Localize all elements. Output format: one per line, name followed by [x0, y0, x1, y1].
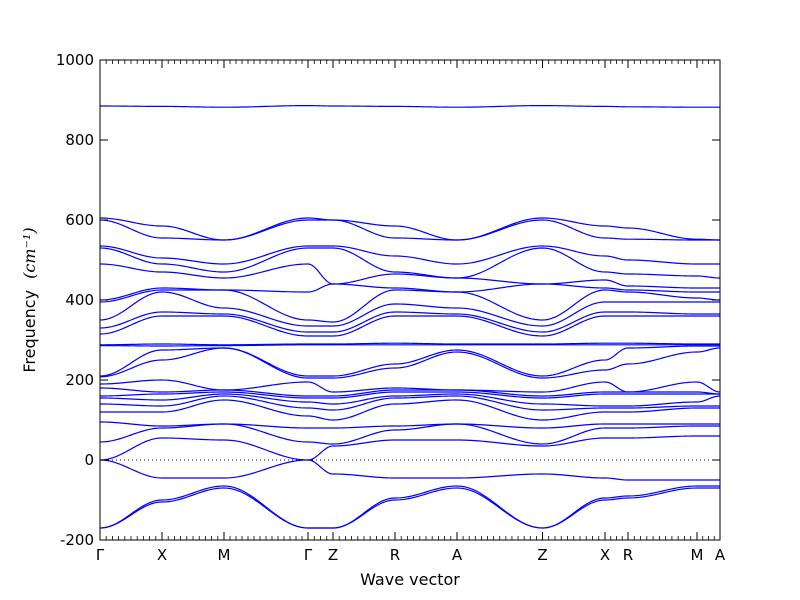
- y-axis-title-unit: (cm⁻¹): [20, 227, 39, 278]
- y-axis-title-text: Frequency: [20, 290, 39, 373]
- band-line-10: [100, 311, 720, 333]
- y-tick-label: 1000: [56, 51, 94, 69]
- y-tick-label: 200: [65, 371, 94, 389]
- x-axis-title: Wave vector: [360, 570, 460, 589]
- band-line-27: [100, 487, 720, 529]
- band-line-14: [100, 345, 720, 377]
- band-line-23: [100, 423, 720, 445]
- band-line-3: [100, 219, 720, 241]
- band-line-5: [100, 247, 720, 279]
- band-line-13: [100, 344, 720, 347]
- series-layer: [100, 105, 720, 529]
- y-tick-label: 800: [65, 131, 94, 149]
- band-line-24: [100, 435, 720, 461]
- y-tick-label: -200: [60, 531, 94, 549]
- x-tick-label: A: [715, 546, 726, 564]
- x-tick-label: Γ: [96, 546, 105, 564]
- x-tick-label: X: [157, 546, 167, 564]
- band-line-26: [100, 485, 720, 529]
- x-tick-label: A: [452, 546, 463, 564]
- band-line-11: [100, 315, 720, 337]
- x-tick-label: M: [691, 546, 704, 564]
- x-tick-label: Z: [537, 546, 547, 564]
- x-tick-label: Γ: [304, 546, 313, 564]
- band-line-1: [100, 105, 720, 108]
- band-line-4: [100, 245, 720, 265]
- band-line-17: [100, 387, 720, 397]
- band-line-18: [100, 391, 720, 399]
- x-tick-label: M: [218, 546, 231, 564]
- x-tick-label: R: [623, 546, 633, 564]
- y-tick-label: 600: [65, 211, 94, 229]
- x-tick-label: X: [600, 546, 610, 564]
- x-tick-label: R: [390, 546, 400, 564]
- band-line-9: [100, 291, 720, 327]
- band-line-21: [100, 399, 720, 421]
- y-tick-label: 400: [65, 291, 94, 309]
- y-tick-label: 0: [84, 451, 94, 469]
- band-line-2: [100, 217, 720, 241]
- band-line-8: [100, 289, 720, 323]
- band-line-20: [100, 395, 720, 411]
- band-line-12: [100, 342, 720, 346]
- band-line-6: [100, 263, 720, 289]
- plot-frame: [99, 59, 721, 541]
- band-line-15: [100, 347, 720, 379]
- band-line-19: [100, 393, 720, 407]
- x-tick-label: Z: [328, 546, 338, 564]
- y-axis-title: Frequency (cm⁻¹): [20, 227, 39, 372]
- band-line-25: [100, 459, 720, 481]
- band-line-16: [100, 379, 720, 393]
- y-axis: -200 0 200 400 600 800 1000: [56, 51, 720, 549]
